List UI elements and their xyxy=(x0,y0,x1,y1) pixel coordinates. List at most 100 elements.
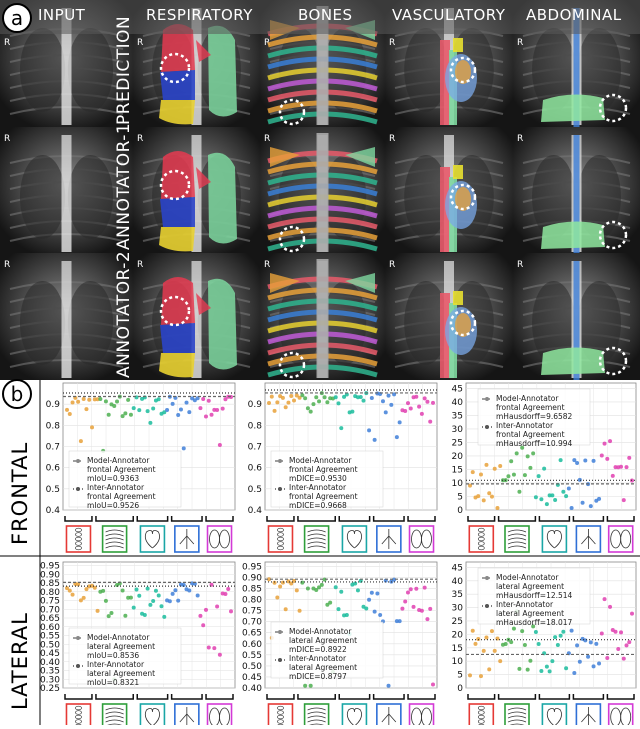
data-point xyxy=(78,598,83,603)
ribcage-icon xyxy=(307,537,326,541)
spine-icon xyxy=(277,527,284,533)
spine-icon xyxy=(277,719,284,724)
xray-cell: R xyxy=(513,253,640,380)
data-point xyxy=(78,439,83,444)
data-point xyxy=(314,395,319,400)
data-point xyxy=(575,461,580,466)
ribcage-icon xyxy=(507,719,527,723)
data-point xyxy=(602,597,607,602)
data-point xyxy=(476,494,481,499)
data-point xyxy=(358,395,363,400)
spine-icon xyxy=(477,714,485,720)
data-point xyxy=(350,409,355,414)
data-point xyxy=(405,590,410,595)
data-point xyxy=(369,590,374,595)
legend-inter-marker xyxy=(278,487,282,491)
data-point xyxy=(528,465,533,470)
data-point xyxy=(319,582,324,587)
y-tick-label: 0.55 xyxy=(242,651,262,661)
data-point xyxy=(566,486,571,491)
legend-text: mIoU=0.8536 xyxy=(87,651,139,660)
spine-icon xyxy=(277,541,284,546)
data-point xyxy=(386,683,391,688)
data-point xyxy=(280,580,285,585)
legend-model-marker xyxy=(485,397,489,401)
data-point xyxy=(569,628,574,633)
data-point xyxy=(272,408,277,413)
data-point xyxy=(115,399,120,404)
group-bracket xyxy=(136,694,169,700)
data-point xyxy=(294,588,299,593)
row-label-prediction: PREDICTION xyxy=(114,15,134,125)
data-point xyxy=(184,400,189,405)
data-point xyxy=(283,607,288,612)
data-point xyxy=(492,466,497,471)
data-point xyxy=(300,393,305,398)
spine-icon xyxy=(277,705,284,711)
data-point xyxy=(134,587,139,592)
ribcage-icon xyxy=(307,545,326,549)
legend-text: mIoU=0.8321 xyxy=(87,678,139,687)
data-point xyxy=(468,483,472,488)
y-tick-label: 0.75 xyxy=(242,607,262,617)
data-point xyxy=(577,477,582,482)
highlight-circle xyxy=(278,351,306,379)
data-point xyxy=(137,593,142,598)
y-tick-label: 10 xyxy=(452,479,464,489)
data-point xyxy=(156,593,161,598)
y-tick-label: 15 xyxy=(452,465,463,475)
data-point xyxy=(522,473,527,478)
data-point xyxy=(176,413,181,418)
data-point xyxy=(131,406,136,411)
data-point xyxy=(386,393,391,398)
data-point xyxy=(411,604,416,609)
data-point xyxy=(153,588,158,593)
legend-text: Inter-Annotator xyxy=(496,600,554,609)
data-point xyxy=(145,409,150,414)
row-label-annotator-2: ANNOTATOR-2 xyxy=(114,250,134,378)
agreement-plot-frontal-mHausdorff: 454035302520151050Model-Annotatorfrontal… xyxy=(452,382,637,553)
y-tick-label: 5 xyxy=(457,671,463,681)
xray-cell: R xyxy=(513,127,640,254)
data-point xyxy=(217,652,222,657)
ribcage-icon xyxy=(507,541,527,545)
data-point xyxy=(468,673,472,678)
agreement-plot-lateral-mDICE: 0.950.90 0.850.800.750.700.650.600.550.50… xyxy=(242,561,438,729)
xray-cell: R xyxy=(385,127,513,254)
group-bracket xyxy=(266,516,295,522)
group-bracket xyxy=(407,516,436,522)
spine-icon xyxy=(75,532,82,537)
data-point xyxy=(536,642,541,647)
group-bracket xyxy=(136,516,169,522)
y-tick-label: 0.5 xyxy=(248,485,262,495)
ribcage-icon xyxy=(307,529,326,533)
y-tick-label: 10 xyxy=(452,657,464,667)
column-label-vasculatory: VASCULATORY xyxy=(392,6,506,24)
x-axis-brackets xyxy=(467,694,635,729)
y-tick-label: 0.6 xyxy=(248,464,263,474)
data-point xyxy=(533,495,538,500)
data-point xyxy=(280,395,285,400)
data-point xyxy=(503,642,508,647)
data-point xyxy=(544,664,549,669)
data-point xyxy=(394,619,399,624)
data-point xyxy=(597,496,602,501)
data-point xyxy=(201,396,206,401)
data-point xyxy=(322,395,327,400)
data-point xyxy=(336,607,341,612)
data-point xyxy=(380,399,385,404)
vessels-icon xyxy=(179,529,195,549)
data-point xyxy=(206,398,211,403)
lung-right-icon xyxy=(620,529,632,549)
y-tick-label: 30 xyxy=(452,604,464,614)
ribcage-icon xyxy=(105,541,124,545)
data-point xyxy=(303,683,308,688)
y-tick-label: 0.50 xyxy=(40,640,60,650)
data-point xyxy=(481,498,486,503)
group-bracket xyxy=(205,694,234,700)
data-point xyxy=(229,609,233,614)
group-bracket xyxy=(372,694,405,700)
data-point xyxy=(613,629,618,634)
legend-text: frontal Agreement xyxy=(496,403,565,412)
